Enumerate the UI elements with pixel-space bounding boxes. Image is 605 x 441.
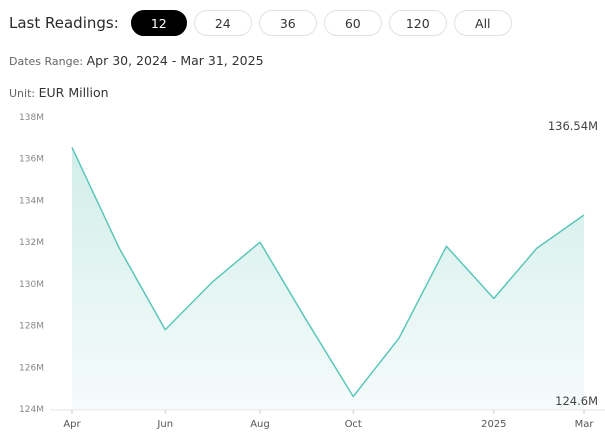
y-tick-label: 134M (19, 196, 44, 206)
min-value-label: 124.6M (555, 394, 598, 408)
dates-range-value: Apr 30, 2024 - Mar 31, 2025 (86, 53, 264, 68)
y-tick-label: 136M (19, 155, 44, 165)
series-line (71, 147, 585, 398)
readings-12-button[interactable]: 12 (130, 10, 187, 36)
x-tick-label: 2025 (481, 419, 506, 430)
x-tick-label: Aug (250, 419, 270, 430)
last-readings-toolbar: Last Readings: 12 24 36 60 120 All (9, 9, 519, 37)
y-tick-label: 126M (19, 363, 44, 373)
y-tick-label: 130M (19, 280, 44, 290)
max-value-label: 136.54M (548, 119, 598, 133)
last-readings-label: Last Readings: (9, 14, 119, 32)
readings-36-button[interactable]: 36 (258, 10, 317, 36)
unit-value: EUR Million (38, 85, 109, 100)
y-tick-label: 132M (19, 238, 44, 248)
readings-60-button[interactable]: 60 (323, 10, 382, 36)
unit-label: Unit: (9, 87, 36, 100)
x-tick-label: Mar (575, 419, 595, 430)
dates-range-label: Dates Range: (9, 55, 84, 68)
y-tick-label: 124M (19, 405, 44, 415)
y-tick-label: 128M (19, 322, 44, 332)
x-tick-label: Jun (156, 419, 173, 430)
unit-info: Unit: EUR Million (9, 85, 109, 100)
area-fill (72, 147, 584, 410)
x-tick-label: Oct (345, 419, 362, 430)
dates-range: Dates Range: Apr 30, 2024 - Mar 31, 2025 (9, 53, 264, 68)
readings-120-button[interactable]: 120 (388, 10, 447, 36)
x-tick-label: Apr (63, 419, 81, 430)
readings-all-button[interactable]: All (453, 10, 512, 36)
readings-24-button[interactable]: 24 (193, 10, 252, 36)
y-tick-label: 138M (19, 113, 44, 123)
